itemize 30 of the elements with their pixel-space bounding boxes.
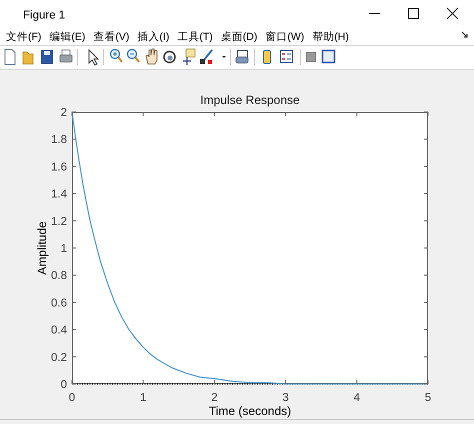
text: 文件(F) (6, 30, 42, 43)
text: 窗口(W) (265, 30, 304, 43)
text: 编辑(E) (49, 30, 86, 43)
y-tick-label: 1.8 (51, 134, 67, 146)
x-tick-label: 1 (140, 392, 146, 404)
x-tick-label: 3 (282, 392, 289, 404)
text: 插入(I) (137, 30, 170, 43)
y-tick-label: 0.8 (51, 270, 67, 282)
x-axis-title: Time (seconds) (208, 404, 292, 418)
y-tick-label: 0 (60, 379, 67, 391)
y-tick-label: 1.6 (51, 161, 67, 174)
line-series (71, 111, 429, 385)
caption: Figure 1 (23, 10, 66, 22)
y-tick-label: 2 (60, 107, 67, 119)
y-tick-label: 1 (60, 243, 67, 255)
x-tick-label: 4 (354, 392, 361, 404)
x-tick-label: 5 (424, 392, 432, 404)
y-tick-label: 1.2 (51, 216, 67, 228)
chart-title: Impulse Response (200, 93, 300, 107)
x-tick-label: 2 (211, 392, 218, 404)
x-tick-label: 0 (68, 392, 76, 404)
y-tick-label: 1.4 (51, 188, 68, 201)
text: 桌面(D) (220, 30, 258, 43)
y-tick-label: 0.6 (51, 297, 67, 310)
y-axis-title: Amplitude (35, 221, 49, 275)
text: 帮助(H) (312, 30, 349, 43)
text: 工具(T) (177, 31, 213, 43)
text: 查看(V) (93, 30, 130, 43)
y-tick-label: 0.2 (51, 352, 67, 364)
y-tick-label: 0.4 (51, 324, 68, 337)
